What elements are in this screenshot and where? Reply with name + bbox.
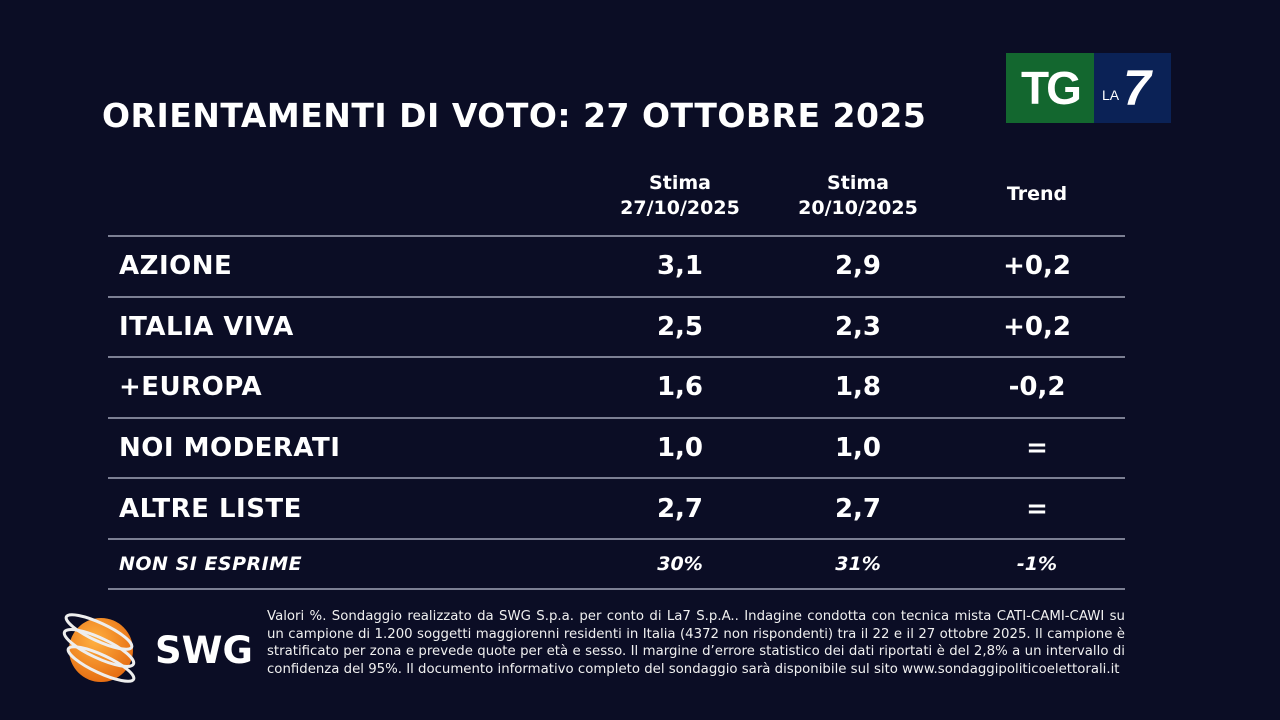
party-name: ITALIA VIVA [119, 311, 294, 342]
table-row: ITALIA VIVA 2,5 2,3 +0,2 [108, 298, 1125, 359]
methodology-footnote: Valori %. Sondaggio realizzato da SWG S.… [267, 609, 1125, 677]
estimate-previous: 1,0 [834, 433, 882, 464]
table-row: NOI MODERATI 1,0 1,0 = [108, 419, 1125, 480]
party-name: NON SI ESPRIME [119, 552, 303, 575]
estimate-current: 30% [657, 552, 703, 575]
swg-logo: SWG [55, 610, 253, 690]
estimate-previous: 2,3 [834, 311, 882, 342]
globe-icon [62, 613, 136, 683]
trend-value: -1% [1016, 552, 1058, 575]
tg-logo-text: TG [1006, 53, 1094, 123]
tg-la7-logo: TG LA 7 [1006, 53, 1171, 123]
estimate-previous: 31% [835, 552, 881, 575]
table-row: NON SI ESPRIME 30% 31% -1% [108, 540, 1125, 590]
poll-table: Stima 27/10/2025 Stima 20/10/2025 Trend AZ… [108, 165, 1125, 590]
party-name: ALTRE LISTE [119, 493, 302, 524]
estimate-current: 3,1 [656, 251, 704, 282]
trend-value: +0,2 [1003, 251, 1071, 282]
seven-logo-text: 7 [1123, 60, 1151, 116]
table-row: +EUROPA 1,6 1,8 -0,2 [108, 358, 1125, 419]
trend-value: -0,2 [1008, 372, 1066, 403]
party-name: NOI MODERATI [119, 433, 341, 464]
party-name: AZIONE [119, 251, 233, 282]
table-row: ALTRE LISTE 2,7 2,7 = [108, 479, 1125, 540]
header-col-2: Stima 20/10/2025 [798, 172, 918, 219]
trend-value: +0,2 [1003, 311, 1071, 342]
trend-value: = [1026, 493, 1048, 524]
party-name: +EUROPA [119, 372, 263, 403]
header-col-trend: Trend [1006, 183, 1068, 205]
estimate-current: 1,6 [656, 372, 704, 403]
estimate-current: 2,7 [656, 493, 704, 524]
la-logo-text: LA [1102, 87, 1120, 103]
estimate-previous: 2,9 [834, 251, 882, 282]
table-header: Stima 27/10/2025 Stima 20/10/2025 Trend [108, 165, 1125, 237]
swg-logo-text: SWG [155, 628, 253, 672]
table-row: AZIONE 3,1 2,9 +0,2 [108, 237, 1125, 298]
estimate-current: 1,0 [656, 433, 704, 464]
header-col-1: Stima 27/10/2025 [620, 172, 740, 219]
trend-value: = [1026, 433, 1048, 464]
estimate-current: 2,5 [656, 311, 704, 342]
estimate-previous: 2,7 [834, 493, 882, 524]
page-title: ORIENTAMENTI DI VOTO: 27 OTTOBRE 2025 [102, 96, 927, 135]
estimate-previous: 1,8 [834, 372, 882, 403]
